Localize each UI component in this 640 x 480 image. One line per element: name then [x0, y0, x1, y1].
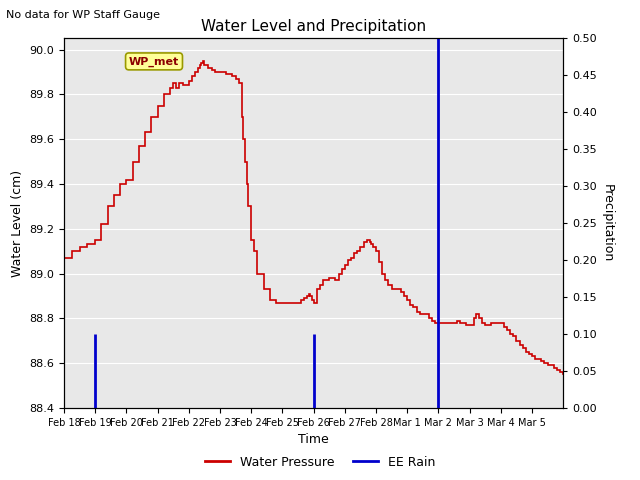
Y-axis label: Water Level (cm): Water Level (cm): [11, 169, 24, 277]
Title: Water Level and Precipitation: Water Level and Precipitation: [201, 20, 426, 35]
Y-axis label: Precipitation: Precipitation: [601, 184, 614, 263]
X-axis label: Time: Time: [298, 433, 329, 446]
Text: WP_met: WP_met: [129, 56, 179, 67]
Legend: Water Pressure, EE Rain: Water Pressure, EE Rain: [200, 451, 440, 474]
Text: No data for WP Staff Gauge: No data for WP Staff Gauge: [6, 10, 161, 20]
